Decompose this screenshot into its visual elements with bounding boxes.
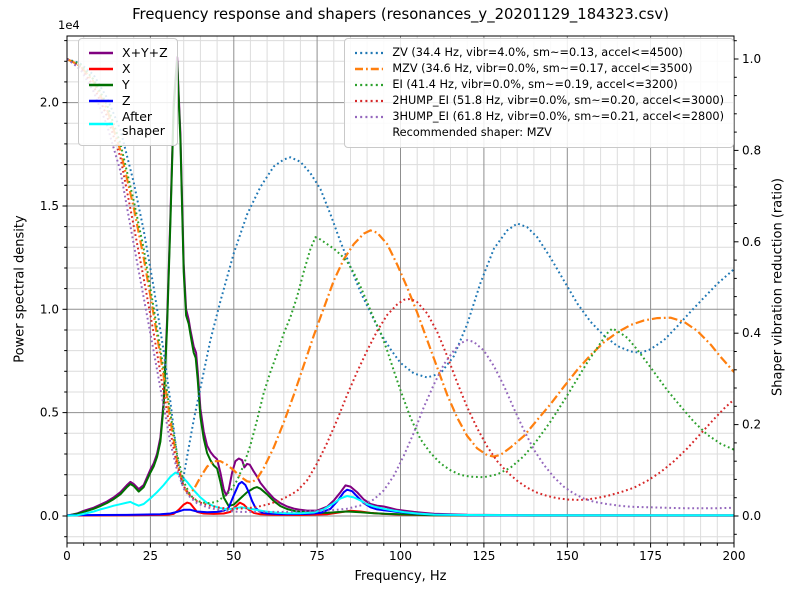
left-y-tick-label: 0.5 xyxy=(40,406,59,420)
x-tick-label: 100 xyxy=(389,549,412,563)
tick-labels: 0 25 50 75 100 125 150 175 200 0.0 0.5 1.0 1.5 2.0 0.0… xyxy=(40,52,761,563)
right-y-tick-label: 0.6 xyxy=(742,235,761,249)
blank-legend-handle xyxy=(354,131,384,135)
left-y-tick-label: 0.0 xyxy=(40,509,59,523)
x-axis-label: Frequency, Hz xyxy=(354,569,447,584)
dashdot-line-sample-icon xyxy=(355,67,384,70)
series-shaper-zv xyxy=(67,58,734,486)
legend-label: Y xyxy=(122,77,130,92)
series-shaper-3hump-ei xyxy=(67,58,734,513)
series-group xyxy=(67,56,734,517)
series-shaper-2hump-ei xyxy=(67,58,734,510)
psd-legend: X+Y+Z X Y Z After shaper xyxy=(78,38,178,146)
dotted-line-sample-icon xyxy=(355,115,384,118)
legend-label: ZV (34.4 Hz, vibr=4.0%, sm~=0.13, accel<… xyxy=(392,45,683,59)
series-psd-sum xyxy=(67,56,734,517)
legend-item-zv: ZV (34.4 Hz, vibr=4.0%, sm~=0.13, accel<… xyxy=(354,46,724,61)
left-y-tick-label: 2.0 xyxy=(40,96,59,110)
legend-item-after-shaper: After shaper xyxy=(88,110,168,138)
legend-item-mzv: MZV (34.6 Hz, vibr=0.0%, sm~=0.17, accel… xyxy=(354,62,724,77)
legend-label: X xyxy=(122,61,131,76)
right-y-tick-label: 1.0 xyxy=(742,52,761,66)
right-y-tick-label: 0.2 xyxy=(742,418,761,432)
tick-marks xyxy=(62,40,739,548)
legend-item-y: Y xyxy=(88,78,168,92)
dotted-line-sample-icon xyxy=(355,83,384,86)
right-y-tick-label: 0.4 xyxy=(742,326,761,340)
x-tick-label: 50 xyxy=(226,549,241,563)
x-tick-label: 25 xyxy=(143,549,158,563)
left-y-tick-label: 1.0 xyxy=(40,302,59,316)
shaper-legend: ZV (34.4 Hz, vibr=4.0%, sm~=0.13, accel<… xyxy=(344,38,734,148)
left-y-tick-label: 1.5 xyxy=(40,199,59,213)
legend-item-2hump-ei: 2HUMP_EI (51.8 Hz, vibr=0.0%, sm~=0.20, … xyxy=(354,94,724,109)
x-tick-label: 200 xyxy=(723,549,746,563)
x-tick-label: 75 xyxy=(309,549,324,563)
x-tick-label: 175 xyxy=(639,549,662,563)
legend-label: 3HUMP_EI (61.8 Hz, vibr=0.0%, sm~=0.21, … xyxy=(392,109,724,123)
dotted-line-sample-icon xyxy=(355,99,384,102)
legend-label: X+Y+Z xyxy=(122,45,168,60)
legend-label: EI (41.4 Hz, vibr=0.0%, sm~=0.19, accel<… xyxy=(392,77,678,91)
legend-item-ei: EI (41.4 Hz, vibr=0.0%, sm~=0.19, accel<… xyxy=(354,78,724,93)
legend-label: MZV (34.6 Hz, vibr=0.0%, sm~=0.17, accel… xyxy=(392,61,693,75)
legend-recommended-note: Recommended shaper: MZV xyxy=(354,126,724,141)
right-y-axis-label: Shaper vibration reduction (ratio) xyxy=(770,178,786,396)
solid-line-sample-icon xyxy=(89,67,113,71)
right-y-tick-label: 0.0 xyxy=(742,509,761,523)
legend-item-xyz: X+Y+Z xyxy=(88,46,168,60)
legend-label: Z xyxy=(122,93,131,108)
series-psd-y xyxy=(67,60,734,517)
legend-item-x: X xyxy=(88,62,168,76)
x-tick-label: 0 xyxy=(63,549,71,563)
solid-line-sample-icon xyxy=(89,122,113,126)
recommended-shaper-text: Recommended shaper: MZV xyxy=(392,125,552,139)
legend-item-3hump-ei: 3HUMP_EI (61.8 Hz, vibr=0.0%, sm~=0.21, … xyxy=(354,110,724,125)
legend-label: After shaper xyxy=(122,109,165,138)
solid-line-sample-icon xyxy=(89,99,113,103)
y-axis-offset-label: 1e4 xyxy=(58,18,80,32)
series-psd-after-shaper xyxy=(67,471,734,517)
x-tick-label: 125 xyxy=(472,549,495,563)
left-y-axis-label: Power spectral density xyxy=(12,215,28,363)
solid-line-sample-icon xyxy=(89,51,113,55)
x-tick-label: 150 xyxy=(556,549,579,563)
right-y-tick-label: 0.8 xyxy=(742,143,761,157)
dotted-line-sample-icon xyxy=(355,51,384,54)
solid-line-sample-icon xyxy=(89,83,113,87)
legend-label: 2HUMP_EI (51.8 Hz, vibr=0.0%, sm~=0.20, … xyxy=(392,93,724,107)
chart-title: Frequency response and shapers (resonanc… xyxy=(132,6,669,23)
legend-item-z: Z xyxy=(88,94,168,108)
